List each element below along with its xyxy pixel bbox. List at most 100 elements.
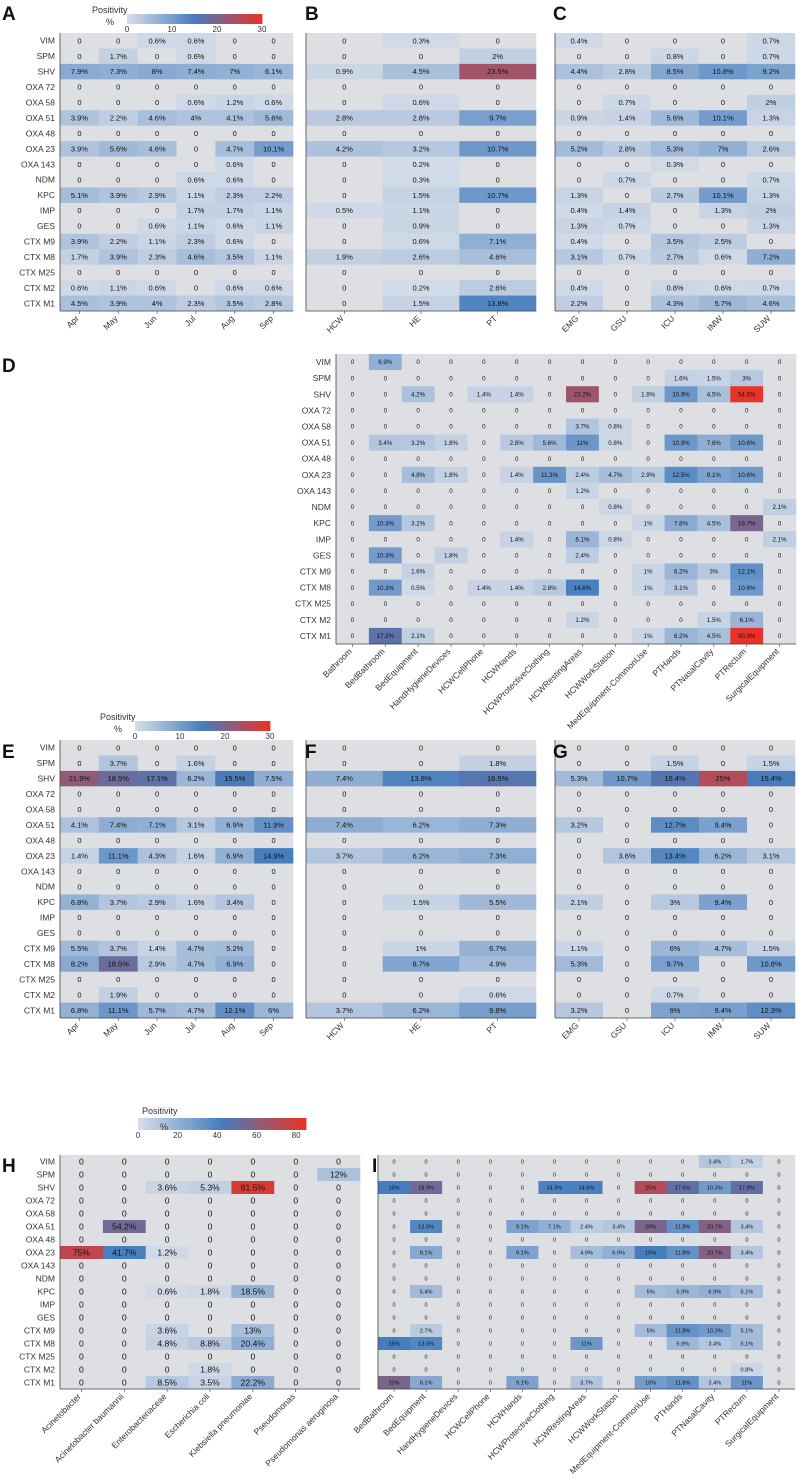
- cell-value-label: 12.5%: [672, 472, 690, 479]
- column-label: HandHygieneDevices: [388, 646, 453, 711]
- column-label: HCW: [324, 313, 345, 334]
- cell-value-label: 0: [646, 488, 650, 495]
- heatmap-cell: [699, 740, 748, 756]
- legend-swatch: [154, 14, 158, 24]
- cell-value-label: 0: [336, 1248, 341, 1258]
- cell-value-label: 3.9%: [110, 253, 127, 262]
- cell-value-label: 0: [521, 1185, 524, 1191]
- cell-value-label: 0: [155, 882, 159, 891]
- cell-value-label: 0: [496, 975, 500, 984]
- heatmap-cell: [631, 595, 665, 613]
- cell-value-label: 0: [515, 408, 519, 415]
- cell-value-label: 8.1%: [420, 1250, 433, 1256]
- heatmap-cell: [698, 1337, 732, 1351]
- heatmap-cell: [442, 1272, 475, 1286]
- column-label: GSU: [608, 313, 628, 333]
- cell-value-label: 0: [617, 1237, 620, 1243]
- heatmap-cell: [763, 611, 797, 629]
- cell-value-label: 2.8%: [618, 144, 635, 153]
- heatmap-cell: [666, 1298, 700, 1312]
- row-label: OXA 58: [26, 1209, 56, 1219]
- heatmap-cell: [188, 1298, 232, 1312]
- legend-swatch: [264, 1118, 269, 1130]
- heatmap-cell: [254, 218, 294, 235]
- cell-value-label: 0: [384, 488, 388, 495]
- column-label: IMW: [705, 313, 724, 332]
- heatmap-cell: [664, 499, 698, 516]
- cell-value-label: 0.3%: [666, 160, 683, 169]
- legend-swatch: [255, 14, 260, 24]
- heatmap-cell: [598, 482, 633, 500]
- cell-value-label: 4.8%: [411, 472, 426, 479]
- cell-value-label: 0: [293, 1235, 298, 1245]
- heatmap-cell: [60, 33, 100, 49]
- panel-letter: A: [2, 4, 16, 25]
- cell-value-label: 0: [271, 805, 275, 814]
- heatmap-cell: [699, 63, 748, 80]
- cell-value-label: 23.2%: [574, 391, 592, 398]
- heatmap-cell: [442, 1181, 475, 1195]
- row-label: OXA 23: [26, 851, 56, 861]
- cell-value-label: 0: [419, 913, 423, 922]
- heatmap-cell: [137, 264, 177, 281]
- heatmap-cell: [176, 832, 216, 849]
- heatmap-cell: [506, 1363, 539, 1377]
- heatmap-cell: [699, 755, 748, 772]
- heatmap-cell: [60, 1324, 104, 1338]
- cell-value-label: 0: [351, 359, 355, 366]
- heatmap-cell: [699, 79, 748, 96]
- heatmap-cell: [306, 202, 383, 219]
- cell-value-label: 0: [553, 1211, 556, 1217]
- cell-value-label: 0: [271, 743, 275, 752]
- heatmap-cell: [176, 295, 216, 312]
- cell-value-label: 1.4%: [618, 114, 635, 123]
- heatmap-cell: [274, 1272, 318, 1286]
- cell-value-label: 1.8%: [444, 553, 459, 560]
- cell-value-label: 0: [614, 488, 618, 495]
- heatmap-cell: [699, 202, 748, 219]
- cell-value-label: 0: [577, 175, 581, 184]
- cell-value-label: 1.1%: [412, 206, 429, 215]
- heatmap-cell: [336, 579, 370, 596]
- legend-swatch: [196, 1118, 202, 1130]
- cell-value-label: 3.4%: [378, 440, 393, 447]
- heatmap-cell: [699, 187, 748, 204]
- heatmap-cell: [699, 801, 748, 818]
- heatmap-cell: [747, 156, 796, 173]
- heatmap-cell: [555, 264, 604, 281]
- heatmap-cell: [500, 402, 534, 419]
- row-label: CTX M9: [300, 567, 331, 577]
- heatmap-cell: [555, 110, 604, 126]
- cell-value-label: 0: [617, 1211, 620, 1217]
- cell-value-label: 0: [342, 990, 346, 999]
- heatmap-cell: [631, 418, 665, 435]
- cell-value-label: 11.8%: [675, 1250, 690, 1256]
- heatmap-cell: [102, 1311, 147, 1325]
- heatmap-cell: [474, 1376, 507, 1390]
- heatmap-cell: [98, 971, 138, 988]
- heatmap-cell: [603, 971, 652, 988]
- heatmap-cell: [474, 1272, 507, 1286]
- cell-value-label: 8%: [152, 67, 163, 76]
- cell-value-label: 0: [194, 129, 198, 138]
- cell-value-label: 0: [336, 1287, 341, 1297]
- cell-value-label: 0: [673, 836, 677, 845]
- heatmap-cell: [474, 1363, 507, 1377]
- cell-value-label: 0: [419, 990, 423, 999]
- cell-value-label: 0: [646, 440, 650, 447]
- heatmap-cell: [137, 63, 177, 80]
- heatmap-cell: [254, 110, 294, 126]
- cell-value-label: 0: [521, 1315, 524, 1321]
- cell-value-label: 1.6%: [674, 375, 689, 382]
- cell-value-label: 0: [496, 36, 500, 45]
- heatmap-cell: [215, 295, 255, 312]
- heatmap-cell: [274, 1155, 318, 1169]
- heatmap-cell: [602, 1272, 635, 1286]
- cell-value-label: 4.1%: [226, 114, 243, 123]
- cell-value-label: 6.9%: [226, 851, 243, 860]
- heatmap-cell: [188, 1272, 232, 1286]
- cell-value-label: 6.9%: [226, 960, 243, 969]
- heatmap-cell: [762, 1298, 796, 1312]
- row-label: GES: [313, 550, 331, 560]
- cell-value-label: 2.7%: [420, 1328, 433, 1334]
